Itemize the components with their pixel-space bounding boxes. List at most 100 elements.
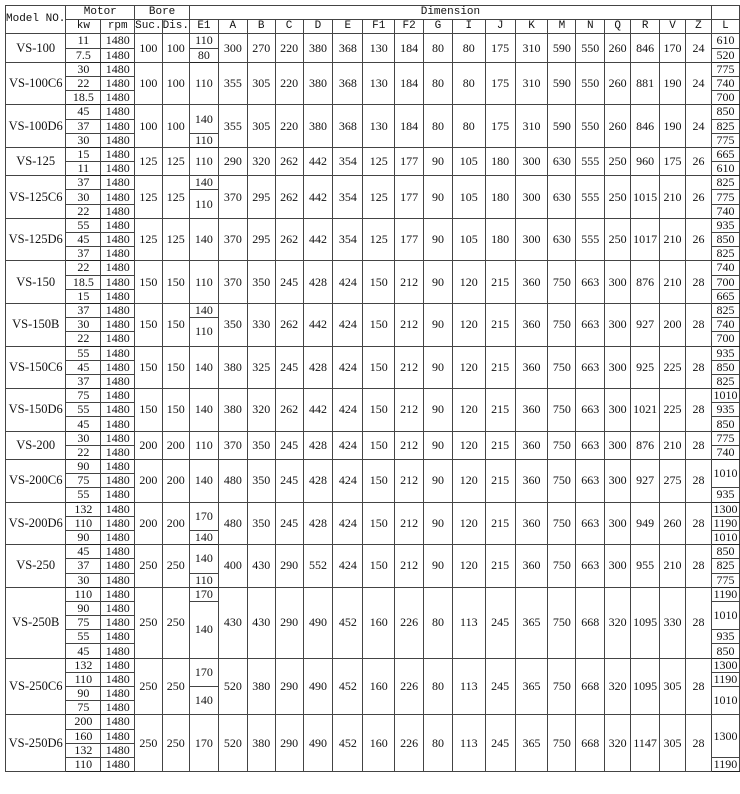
- kw-cell: 37: [65, 175, 102, 191]
- dim-q-cell: 320: [604, 714, 632, 773]
- dim-i-cell: 120: [451, 544, 486, 588]
- kw-cell: 18.5: [65, 90, 102, 106]
- dim-c-cell: 245: [274, 430, 304, 461]
- dim-a-cell: 480: [217, 501, 248, 546]
- dim-f2-cell: 212: [394, 302, 425, 347]
- dim-f1-cell: 150: [362, 459, 396, 503]
- l-cell: 935: [710, 487, 740, 503]
- model-cell: VS-125C6: [4, 175, 67, 219]
- dim-a-cell: 430: [217, 586, 248, 659]
- dim-e-cell: 368: [332, 61, 364, 106]
- dim-k-cell: 365: [514, 657, 549, 716]
- table-row: 55 1480 935: [6, 402, 740, 418]
- model-cell: VS-150C6: [4, 345, 67, 390]
- dim-f1-cell: 150: [362, 260, 396, 304]
- dim-m-cell: 630: [547, 217, 577, 262]
- suction-bore-cell: 200: [134, 501, 163, 546]
- dim-m-cell: 590: [547, 104, 577, 148]
- model-cell: VS-200D6: [4, 501, 67, 546]
- kw-cell: 37: [65, 246, 102, 262]
- kw-cell: 22: [65, 75, 102, 92]
- discharge-bore-cell: 150: [161, 260, 190, 304]
- e1-cell: 140: [188, 302, 219, 319]
- rpm-cell: 1480: [100, 700, 136, 716]
- l-cell: 700: [710, 90, 740, 106]
- dim-m-cell: 750: [547, 501, 577, 546]
- l-cell: 775: [710, 189, 740, 205]
- dim-k-cell: 360: [514, 459, 549, 503]
- l-cell: 825: [710, 118, 740, 134]
- dim-e-cell: 424: [332, 501, 364, 546]
- dim-a-cell: 380: [217, 345, 248, 390]
- kw-cell: 90: [65, 685, 102, 702]
- dim-n-cell: 555: [575, 146, 606, 177]
- header-bore: Bore: [134, 4, 190, 21]
- dim-j-cell: 215: [484, 459, 516, 503]
- dim-j-cell: 215: [484, 260, 516, 304]
- dim-e-cell: 424: [332, 459, 364, 503]
- kw-cell: 45: [65, 544, 102, 560]
- table-row: VS-250B 110 1480 250 250 170 430 430 290 490 452 16…: [4, 586, 740, 659]
- dim-z-cell: 28: [685, 544, 712, 588]
- suction-bore-cell: 125: [134, 146, 163, 177]
- suction-bore-cell: 250: [134, 714, 163, 773]
- table-row: VS-150B 37 1480 150 150 140 350 330 262 442 424 150…: [4, 302, 740, 347]
- dim-e-cell: 424: [332, 302, 364, 347]
- kw-cell: 90: [65, 458, 102, 475]
- dim-d-cell: 442: [302, 146, 334, 177]
- l-cell: 850: [710, 544, 740, 560]
- model-cell: VS-150B: [4, 302, 67, 347]
- dim-z-cell: 28: [685, 345, 712, 390]
- rpm-cell: 1480: [100, 657, 136, 673]
- dim-n-cell: 555: [575, 217, 606, 262]
- suction-bore-cell: 125: [134, 217, 163, 262]
- dim-a-cell: 355: [217, 61, 248, 106]
- dim-q-cell: 300: [604, 388, 632, 432]
- header-dim-f2: F2: [394, 19, 425, 35]
- dim-e-cell: 354: [332, 146, 364, 177]
- dim-i-cell: 80: [451, 104, 486, 148]
- header-l: L: [710, 19, 740, 35]
- dim-g-cell: 90: [423, 501, 453, 546]
- kw-cell: 30: [65, 189, 102, 205]
- dim-i-cell: 120: [451, 260, 486, 304]
- rpm-cell: 1480: [100, 685, 136, 702]
- table-row: VS-150D6 75 1480 150 150 140 380 320 262 442 424 15…: [4, 388, 740, 432]
- dim-g-cell: 80: [423, 61, 453, 106]
- table-row: VS-200C6 90 1480 200 200 140 480 350 245 428 424 15…: [4, 458, 740, 503]
- dim-g-cell: 80: [423, 104, 453, 148]
- dim-z-cell: 28: [685, 260, 712, 304]
- kw-cell: 75: [65, 473, 102, 489]
- dim-e-cell: 424: [332, 260, 364, 304]
- dim-a-cell: 370: [217, 175, 248, 219]
- kw-cell: 110: [65, 671, 102, 688]
- model-cell: VS-250D6: [4, 714, 67, 773]
- dim-d-cell: 442: [302, 217, 334, 262]
- table-row: 11 1480 610: [6, 161, 740, 177]
- table-row: 75 1480: [6, 473, 740, 489]
- dim-k-cell: 360: [514, 544, 549, 588]
- dim-i-cell: 120: [451, 430, 486, 461]
- header-row-2: kw rpm Suc. Dis. E1 A B C D E F1 F2 G I J K M N Q R V Z L: [6, 19, 740, 35]
- dim-n-cell: 663: [575, 345, 606, 390]
- l-cell: 1010: [710, 458, 740, 489]
- l-cell: 665: [710, 288, 740, 304]
- dim-m-cell: 750: [547, 544, 577, 588]
- dim-d-cell: 380: [302, 33, 334, 63]
- dim-v-cell: 190: [659, 104, 687, 148]
- header-dim-c: C: [274, 19, 304, 35]
- header-dim-i: I: [451, 19, 486, 35]
- l-cell: 740: [710, 260, 740, 276]
- e1-cell: 110: [188, 317, 219, 347]
- dim-b-cell: 380: [246, 657, 276, 716]
- header-kw: kw: [65, 19, 102, 35]
- dim-a-cell: 300: [217, 33, 248, 63]
- dim-q-cell: 250: [604, 217, 632, 262]
- rpm-cell: 1480: [100, 756, 136, 773]
- table-row: 18.5 1480 700: [6, 274, 740, 290]
- e1-cell: 170: [188, 501, 219, 531]
- dim-g-cell: 90: [423, 175, 453, 219]
- dim-b-cell: 430: [246, 586, 276, 659]
- dim-a-cell: 520: [217, 657, 248, 716]
- dim-z-cell: 28: [685, 430, 712, 461]
